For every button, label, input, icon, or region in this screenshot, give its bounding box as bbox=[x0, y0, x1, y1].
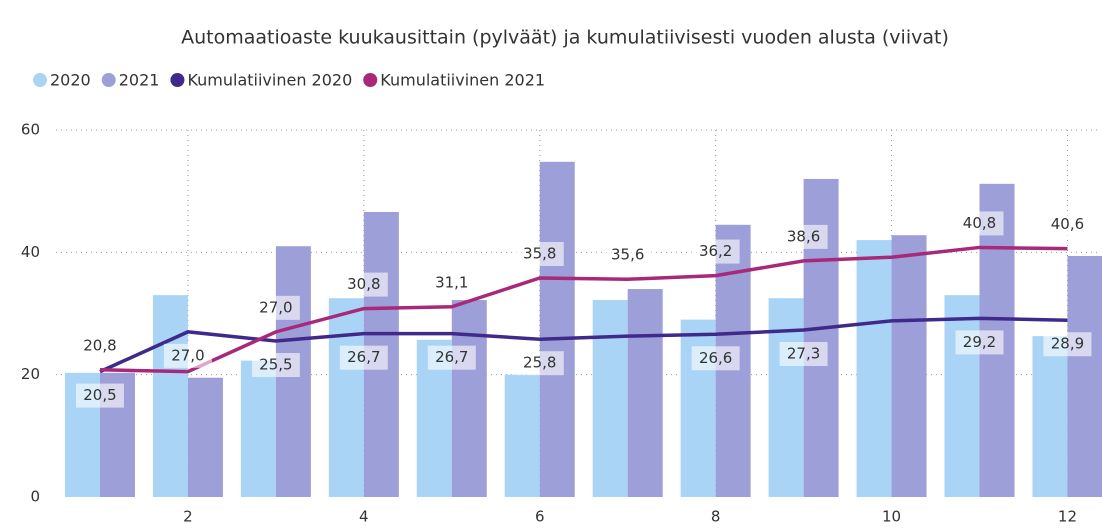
x-tick-label: 4 bbox=[359, 508, 369, 526]
legend-marker bbox=[101, 73, 116, 87]
data-label: 25,5 bbox=[259, 356, 292, 374]
bar bbox=[944, 295, 980, 497]
label-bg bbox=[339, 272, 388, 297]
x-tick-label: 8 bbox=[711, 508, 721, 526]
label-bg bbox=[427, 270, 476, 295]
data-label: 27,3 bbox=[787, 345, 820, 363]
data-label: 35,6 bbox=[611, 246, 644, 264]
data-label: 26,7 bbox=[435, 348, 468, 366]
x-tick-label: 6 bbox=[535, 508, 545, 526]
line bbox=[99, 245, 1068, 374]
bar bbox=[856, 240, 892, 497]
data-label: 20,8 bbox=[83, 336, 116, 354]
data-label: 25,8 bbox=[523, 354, 556, 372]
bar bbox=[240, 360, 276, 497]
label-bg bbox=[955, 330, 1004, 355]
bar bbox=[539, 161, 575, 497]
bar bbox=[627, 289, 663, 497]
data-label: 31,1 bbox=[435, 273, 468, 291]
data-label: 40,6 bbox=[1051, 215, 1084, 233]
label-bg bbox=[75, 333, 124, 358]
label-bg bbox=[339, 345, 388, 370]
bar bbox=[1067, 256, 1102, 497]
y-tick-label: 20 bbox=[21, 365, 40, 383]
data-label: 27,0 bbox=[171, 346, 204, 364]
label-bg bbox=[691, 239, 740, 264]
bar bbox=[451, 300, 487, 497]
data-label: 35,8 bbox=[523, 245, 556, 263]
label-bg bbox=[251, 353, 300, 378]
bar bbox=[680, 319, 716, 497]
label-bg bbox=[515, 242, 564, 267]
legend-label: Kumulatiivinen 2020 bbox=[187, 71, 352, 90]
label-bg bbox=[1043, 212, 1092, 237]
x-tick-label: 12 bbox=[1058, 508, 1077, 526]
bar bbox=[891, 235, 927, 497]
label-bg bbox=[427, 345, 476, 370]
legend-marker bbox=[33, 73, 47, 87]
data-label: 38,6 bbox=[787, 227, 820, 245]
bar bbox=[328, 298, 364, 497]
y-tick-label: 40 bbox=[21, 243, 40, 261]
label-bg bbox=[779, 342, 828, 367]
label-bg bbox=[251, 295, 300, 320]
bar bbox=[1032, 336, 1068, 497]
label-bg bbox=[691, 346, 740, 371]
label-bg bbox=[955, 211, 1004, 236]
data-label: 36,2 bbox=[699, 242, 732, 260]
bar bbox=[152, 295, 188, 497]
label-bg bbox=[603, 243, 652, 268]
data-label: 40,8 bbox=[963, 214, 996, 232]
legend-label: 2020 bbox=[50, 71, 91, 90]
label-bg bbox=[163, 343, 212, 368]
label-bg bbox=[515, 351, 564, 376]
bar bbox=[592, 300, 628, 497]
bar bbox=[504, 374, 540, 497]
data-label: 20,5 bbox=[83, 386, 116, 404]
data-label: 29,2 bbox=[963, 333, 996, 351]
chart-title: Automaatioaste kuukausittain (pylväät) j… bbox=[181, 27, 949, 49]
data-label: 30,8 bbox=[347, 275, 380, 293]
legend-marker bbox=[170, 73, 185, 87]
label-bg bbox=[779, 224, 828, 249]
data-label: 26,6 bbox=[699, 349, 732, 367]
x-tick-label: 2 bbox=[183, 508, 193, 526]
x-tick-label: 10 bbox=[882, 508, 901, 526]
label-bg bbox=[75, 383, 124, 408]
data-label: 26,7 bbox=[347, 348, 380, 366]
bar bbox=[768, 298, 804, 497]
legend-label: 2021 bbox=[119, 71, 160, 90]
data-label: 27,0 bbox=[259, 298, 292, 316]
data-label: 28,9 bbox=[1051, 335, 1084, 353]
label-bg bbox=[1043, 332, 1092, 357]
legend-marker bbox=[363, 73, 378, 87]
bar bbox=[187, 377, 223, 497]
legend-label: Kumulatiivinen 2021 bbox=[380, 71, 545, 90]
y-tick-label: 0 bbox=[30, 488, 40, 506]
y-tick-label: 60 bbox=[21, 121, 40, 139]
